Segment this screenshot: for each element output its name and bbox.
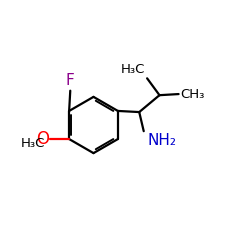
Text: CH₃: CH₃ [180,88,205,101]
Text: NH₂: NH₂ [147,133,176,148]
Text: F: F [66,73,75,88]
Text: H₃C: H₃C [21,137,45,150]
Text: O: O [36,130,50,148]
Text: H₃C: H₃C [121,62,145,76]
